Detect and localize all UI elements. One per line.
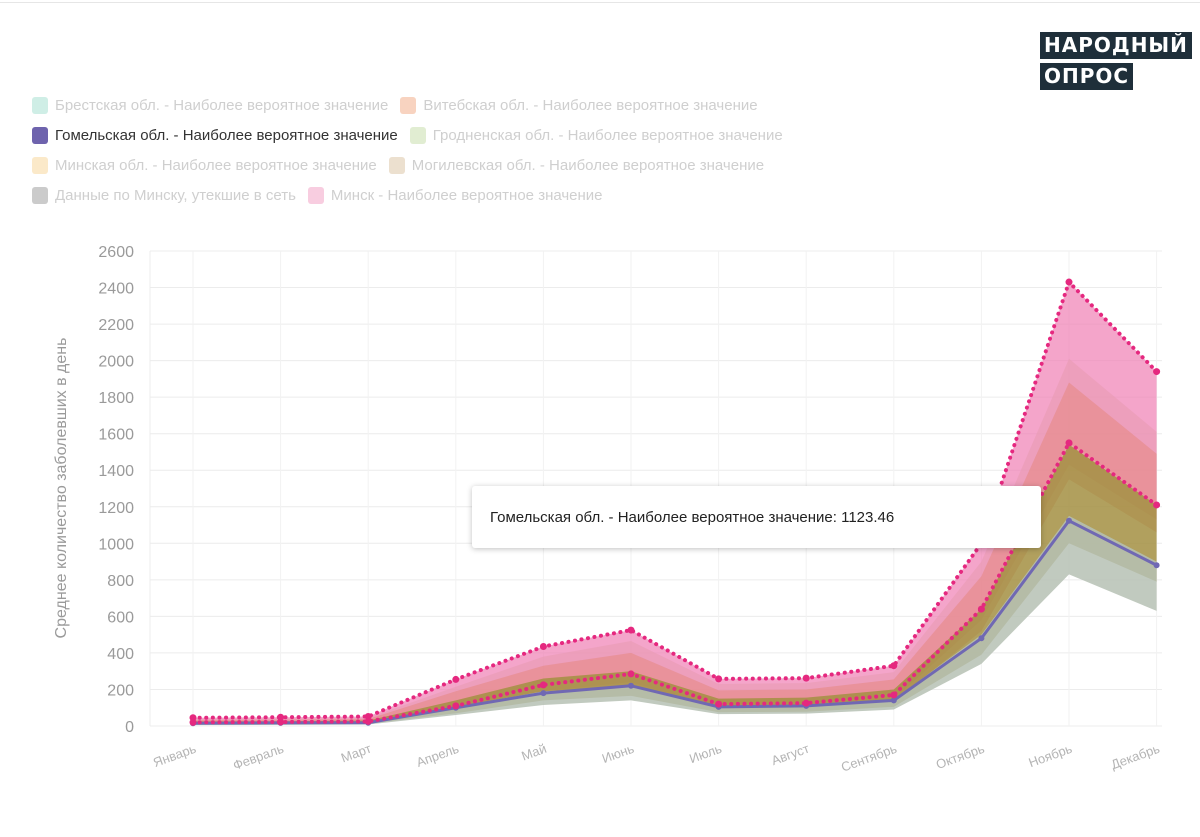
series-point	[452, 702, 460, 710]
legend-label: Гомельская обл. - Наиболее вероятное зна…	[55, 127, 398, 144]
legend-swatch	[400, 97, 417, 114]
legend-swatch	[307, 187, 324, 204]
series-point	[802, 674, 810, 682]
x-tick-label: Октябрь	[934, 741, 987, 772]
series-point	[1153, 501, 1161, 509]
x-tick-label: Ноябрь	[1027, 741, 1075, 771]
legend-label: Минск - Наиболее вероятное значение	[330, 187, 603, 204]
x-tick-label: Январь	[151, 741, 198, 770]
legend-item[interactable]: Гомельская обл. - Наиболее вероятное зна…	[32, 127, 398, 144]
y-tick-label: 400	[107, 646, 134, 663]
x-tick-label: Май	[519, 741, 548, 764]
narodny-opros-logo: НАРОДНЫЙ ОПРОС	[1040, 32, 1192, 90]
legend-row: Брестская обл. - Наиболее вероятное знач…	[32, 97, 992, 120]
legend-swatch	[32, 187, 48, 204]
logo-line-1: НАРОДНЫЙ	[1040, 32, 1192, 59]
legend-label: Брестская обл. - Наиболее вероятное знач…	[55, 97, 389, 114]
y-tick-label: 800	[107, 573, 134, 590]
range-band	[193, 382, 1157, 724]
y-axis-label: Среднее количество заболевших в день	[53, 338, 70, 639]
range-band	[193, 515, 1157, 726]
legend-swatch	[388, 157, 405, 174]
y-tick-label: 2000	[98, 354, 134, 371]
series-point	[715, 675, 723, 683]
x-tick-label: Март	[339, 741, 373, 766]
y-tick-label: 1400	[98, 463, 134, 480]
series-point	[364, 713, 372, 720]
series-point	[1153, 368, 1161, 376]
series-point	[539, 681, 547, 689]
legend-label: Данные по Минску, утекшие в сеть	[55, 187, 296, 204]
legend-swatch	[32, 127, 48, 144]
range-band	[193, 282, 1157, 723]
series-point	[540, 690, 547, 697]
legend-row: Данные по Минску, утекшие в сеть Минск - …	[32, 187, 992, 210]
x-tick-label: Февраль	[231, 741, 286, 773]
range-band	[193, 358, 1157, 724]
legend-label: Минская обл. - Наиболее вероятное значен…	[55, 157, 377, 174]
series-point	[978, 635, 985, 642]
legend-swatch	[32, 97, 48, 114]
y-tick-label: 2600	[98, 244, 134, 261]
y-tick-label: 200	[107, 682, 134, 699]
series-point	[627, 626, 635, 634]
series-point	[977, 605, 985, 613]
legend-item[interactable]: Могилевская обл. - Наиболее вероятное зн…	[388, 157, 765, 174]
x-tick-label: Сентябрь	[839, 741, 899, 775]
series-point	[627, 670, 635, 678]
top-divider	[0, 2, 1200, 3]
legend-item[interactable]: Витебская обл. - Наиболее вероятное знач…	[400, 97, 758, 114]
y-tick-label: 1800	[98, 390, 134, 407]
legend-item[interactable]: Брестская обл. - Наиболее вероятное знач…	[32, 97, 388, 114]
y-tick-label: 2200	[98, 317, 134, 334]
series-point	[1065, 439, 1073, 447]
series-point	[452, 675, 460, 683]
legend-item[interactable]: Данные по Минску, утекшие в сеть	[32, 187, 296, 204]
legend-item[interactable]: Минск - Наиболее вероятное значение	[307, 187, 603, 204]
series-point	[715, 700, 723, 708]
series-point	[277, 718, 285, 726]
series-point	[802, 699, 810, 707]
y-tick-label: 600	[107, 609, 134, 626]
legend-swatch	[409, 127, 426, 144]
legend-swatch	[32, 157, 48, 174]
legend-row: Гомельская обл. - Наиболее вероятное зна…	[32, 127, 992, 150]
series-point	[890, 697, 897, 704]
series-line-dotted	[191, 439, 1159, 725]
series-point	[628, 682, 634, 689]
tooltip-text: Гомельская обл. - Наиболее вероятное зна…	[490, 508, 895, 526]
y-tick-label: 1000	[98, 536, 134, 553]
series-point	[189, 718, 197, 726]
legend-label: Витебская обл. - Наиболее вероятное знач…	[423, 97, 758, 114]
series-line	[192, 518, 1158, 725]
x-tick-label: Апрель	[414, 741, 461, 770]
logo-line-2: ОПРОС	[1040, 63, 1134, 90]
series-point	[539, 643, 547, 651]
legend-row: Минская обл. - Наиболее вероятное значен…	[32, 157, 992, 180]
legend-label: Могилевская обл. - Наиболее вероятное зн…	[411, 157, 765, 174]
x-tick-label: Август	[769, 741, 811, 768]
legend-item[interactable]: Минская обл. - Наиболее вероятное значен…	[32, 157, 377, 174]
x-tick-label: Июнь	[600, 741, 636, 766]
series-point	[890, 691, 898, 699]
legend-label: Гродненская обл. - Наиболее вероятное зн…	[432, 127, 783, 144]
series-point	[1066, 517, 1072, 524]
range-band	[193, 444, 1157, 725]
legend-item[interactable]: Гродненская обл. - Наиболее вероятное зн…	[409, 127, 783, 144]
y-tick-label: 1600	[98, 427, 134, 444]
y-tick-label: 1200	[98, 500, 134, 517]
series-point	[890, 662, 898, 670]
x-tick-label: Июль	[687, 741, 724, 767]
chart-legend: Брестская обл. - Наиболее вероятное знач…	[32, 97, 992, 217]
y-tick-label: 2400	[98, 281, 134, 298]
series-point	[1153, 562, 1160, 569]
y-tick-label: 0	[125, 719, 134, 736]
x-tick-label: Декабрь	[1109, 741, 1162, 773]
series-point	[364, 717, 372, 725]
series-point	[1065, 278, 1073, 286]
chart-tooltip: Гомельская обл. - Наиболее вероятное зна…	[472, 486, 1041, 548]
